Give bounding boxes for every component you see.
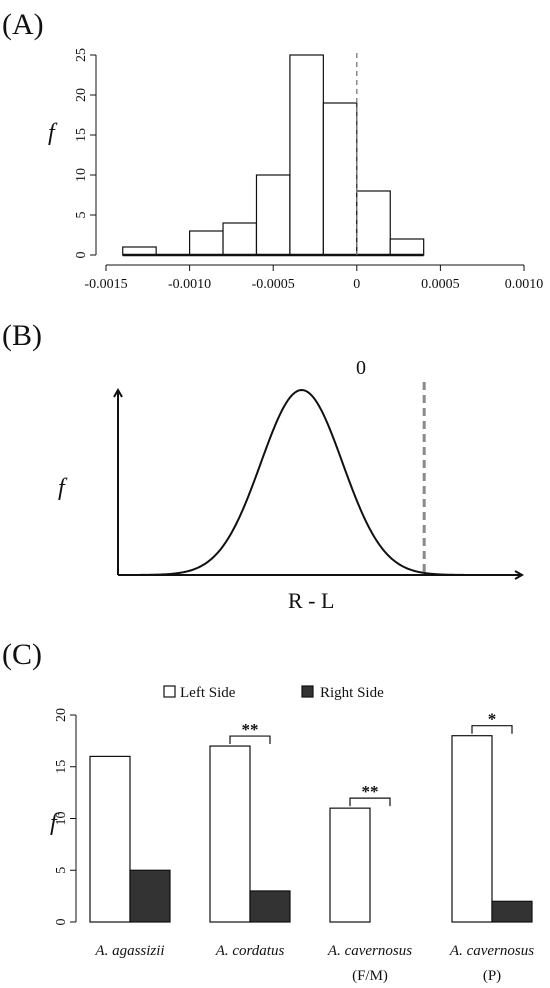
y-tick-label-c: 10 [54, 812, 69, 826]
histogram-bar [289, 54, 324, 256]
distribution-plot [113, 382, 525, 580]
distribution-panel-b: (B) f R - L 0 [2, 319, 525, 613]
legend: Left Side Right Side [163, 685, 384, 701]
x-tick-label: -0.0010 [168, 277, 211, 292]
x-tick-label: -0.0015 [84, 277, 127, 292]
y-tick-label: 10 [74, 168, 89, 182]
significance-bracket [471, 725, 513, 734]
y-tick-label: 25 [74, 48, 89, 62]
bar-left-side [89, 755, 131, 923]
y-tick-label-c: 20 [54, 708, 69, 722]
legend-swatch-left-side [163, 685, 176, 698]
histogram-bar [189, 230, 224, 256]
histogram-bar [322, 102, 358, 256]
category-label: A. cordatus [215, 943, 285, 959]
y-tick-label-c: 15 [54, 760, 69, 774]
y-axis-label-c: f [50, 810, 60, 836]
zero-reference-label: 0 [356, 357, 366, 379]
category-sublabel: (F/M) [352, 968, 388, 984]
histogram-bar [356, 190, 391, 256]
normal-curve [118, 388, 466, 576]
significance-marker: * [488, 710, 497, 729]
category-sublabel: (P) [483, 968, 501, 984]
y-axis-arrow [113, 387, 123, 398]
legend-label-left-side: Left Side [180, 685, 236, 701]
bar-left-side [451, 735, 493, 923]
panel-label-b: (B) [2, 319, 42, 352]
bar-left-side [329, 807, 371, 923]
y-tick-label: 0 [74, 252, 89, 259]
legend-swatch-right-side [301, 685, 314, 698]
histogram-bar [389, 238, 425, 256]
y-tick-label-c: 0 [54, 919, 69, 926]
bar-left-side [209, 745, 251, 923]
histogram-panel-a: (A) f 0 5 10 15 20 25 -0.0015 -0.0010 -0.0005 0 0.… [2, 8, 543, 292]
category-label: A. cavernosus [327, 943, 412, 959]
x-axis-arrow [514, 570, 525, 580]
histogram-bar [255, 174, 291, 256]
y-tick-label: 20 [74, 88, 89, 102]
axes-a: 0 5 10 15 20 25 -0.0015 -0.0010 -0.0005 0 0.0005 0.… [74, 48, 543, 292]
category-label: A. agassizii [94, 943, 164, 959]
significance-bracket [349, 797, 391, 807]
bar-panel-c: (C) f Left Side Right Side ***** A. agas… [2, 638, 534, 984]
x-tick-label: 0.0005 [421, 277, 460, 292]
significance-bracket [229, 735, 271, 745]
x-tick-label: -0.0005 [252, 277, 295, 292]
y-tick-label: 15 [74, 128, 89, 142]
y-tick-label: 5 [74, 212, 89, 219]
significance-marker: ** [242, 720, 259, 739]
bar-right-side [491, 900, 533, 923]
panel-label-a: (A) [2, 8, 44, 41]
grouped-bars: ***** [89, 710, 533, 923]
legend-label-right-side: Right Side [320, 685, 384, 701]
x-tick-label: 0.0010 [505, 277, 544, 292]
x-tick-label: 0 [353, 277, 360, 292]
panel-label-c: (C) [2, 638, 42, 671]
histogram-bars [122, 54, 425, 257]
category-label: A. cavernosus [449, 943, 534, 959]
significance-marker: ** [362, 782, 379, 801]
bar-right-side [249, 890, 291, 923]
axes-c: A. agassizii A. cordatus A. cavernosus (F/M… [54, 708, 534, 984]
histogram-bar [222, 222, 258, 256]
x-axis-label-b: R - L [288, 588, 334, 613]
y-axis-label-a: f [48, 120, 58, 146]
y-tick-label-c: 5 [54, 867, 69, 874]
y-axis-label-b: f [58, 475, 68, 501]
bar-right-side [129, 869, 171, 923]
